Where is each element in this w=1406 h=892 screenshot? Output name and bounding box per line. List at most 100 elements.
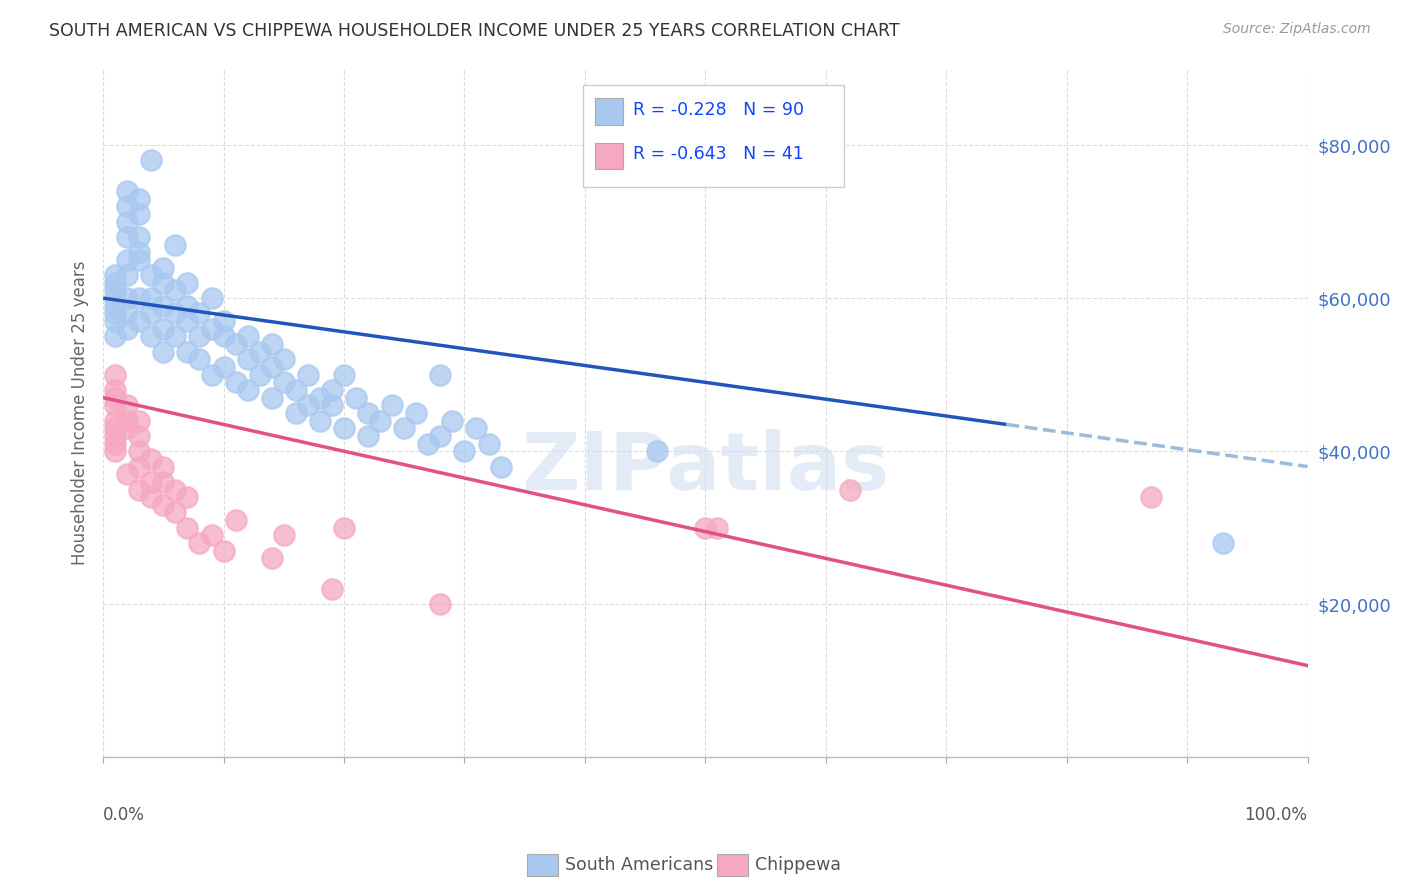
- Point: [128, 207, 150, 221]
- Point: [104, 436, 127, 450]
- Point: [141, 153, 163, 168]
- Point: [141, 490, 163, 504]
- Point: [115, 252, 138, 267]
- Point: [838, 483, 860, 497]
- Point: [249, 368, 271, 382]
- Point: [200, 291, 222, 305]
- Point: [429, 429, 451, 443]
- Point: [188, 329, 211, 343]
- Point: [152, 459, 174, 474]
- Point: [165, 329, 187, 343]
- Text: R = -0.643   N = 41: R = -0.643 N = 41: [633, 145, 803, 163]
- Point: [115, 268, 138, 283]
- Point: [1212, 536, 1234, 550]
- Text: ZIPatlas: ZIPatlas: [522, 429, 890, 507]
- Point: [321, 582, 343, 596]
- Point: [152, 322, 174, 336]
- Point: [200, 528, 222, 542]
- Point: [368, 414, 391, 428]
- Point: [212, 543, 235, 558]
- Point: [128, 444, 150, 458]
- Point: [128, 252, 150, 267]
- Point: [141, 291, 163, 305]
- Point: [115, 184, 138, 198]
- Point: [188, 536, 211, 550]
- Point: [695, 521, 717, 535]
- Point: [333, 421, 356, 435]
- Text: Source: ZipAtlas.com: Source: ZipAtlas.com: [1223, 22, 1371, 37]
- Point: [236, 329, 259, 343]
- Point: [453, 444, 475, 458]
- Point: [115, 322, 138, 336]
- Point: [465, 421, 488, 435]
- Point: [128, 192, 150, 206]
- Point: [165, 506, 187, 520]
- Point: [225, 337, 247, 351]
- Point: [309, 391, 332, 405]
- Point: [284, 383, 307, 397]
- Point: [260, 391, 283, 405]
- Text: R = -0.228   N = 90: R = -0.228 N = 90: [633, 101, 804, 119]
- Point: [128, 414, 150, 428]
- Point: [104, 268, 127, 283]
- Point: [104, 299, 127, 313]
- Point: [128, 291, 150, 305]
- Point: [165, 284, 187, 298]
- Point: [115, 306, 138, 320]
- Point: [115, 214, 138, 228]
- Point: [212, 314, 235, 328]
- Point: [260, 337, 283, 351]
- Point: [152, 498, 174, 512]
- Point: [128, 314, 150, 328]
- Point: [212, 329, 235, 343]
- Point: [321, 383, 343, 397]
- Point: [236, 383, 259, 397]
- Point: [236, 352, 259, 367]
- Point: [104, 284, 127, 298]
- Point: [645, 444, 668, 458]
- Point: [260, 359, 283, 374]
- Point: [141, 475, 163, 489]
- Point: [104, 398, 127, 412]
- Point: [104, 444, 127, 458]
- Point: [333, 521, 356, 535]
- Point: [152, 299, 174, 313]
- Point: [706, 521, 728, 535]
- Point: [418, 436, 440, 450]
- Point: [104, 291, 127, 305]
- Point: [115, 291, 138, 305]
- Point: [115, 199, 138, 213]
- Point: [104, 368, 127, 382]
- Point: [104, 329, 127, 343]
- Point: [128, 429, 150, 443]
- Point: [128, 459, 150, 474]
- Point: [104, 414, 127, 428]
- Point: [115, 414, 138, 428]
- Point: [225, 376, 247, 390]
- Point: [394, 421, 416, 435]
- Point: [115, 421, 138, 435]
- Text: 100.0%: 100.0%: [1244, 805, 1308, 823]
- Point: [441, 414, 464, 428]
- Point: [1140, 490, 1163, 504]
- Point: [176, 344, 198, 359]
- Point: [115, 467, 138, 482]
- Text: Chippewa: Chippewa: [755, 856, 841, 874]
- Point: [212, 359, 235, 374]
- Point: [284, 406, 307, 420]
- Point: [176, 276, 198, 290]
- Point: [152, 344, 174, 359]
- Point: [273, 376, 295, 390]
- Point: [128, 230, 150, 244]
- Point: [152, 475, 174, 489]
- Point: [104, 276, 127, 290]
- Point: [165, 237, 187, 252]
- Point: [225, 513, 247, 527]
- Point: [152, 260, 174, 275]
- Point: [477, 436, 499, 450]
- Point: [176, 314, 198, 328]
- Point: [200, 322, 222, 336]
- Point: [165, 306, 187, 320]
- Point: [249, 344, 271, 359]
- Point: [429, 368, 451, 382]
